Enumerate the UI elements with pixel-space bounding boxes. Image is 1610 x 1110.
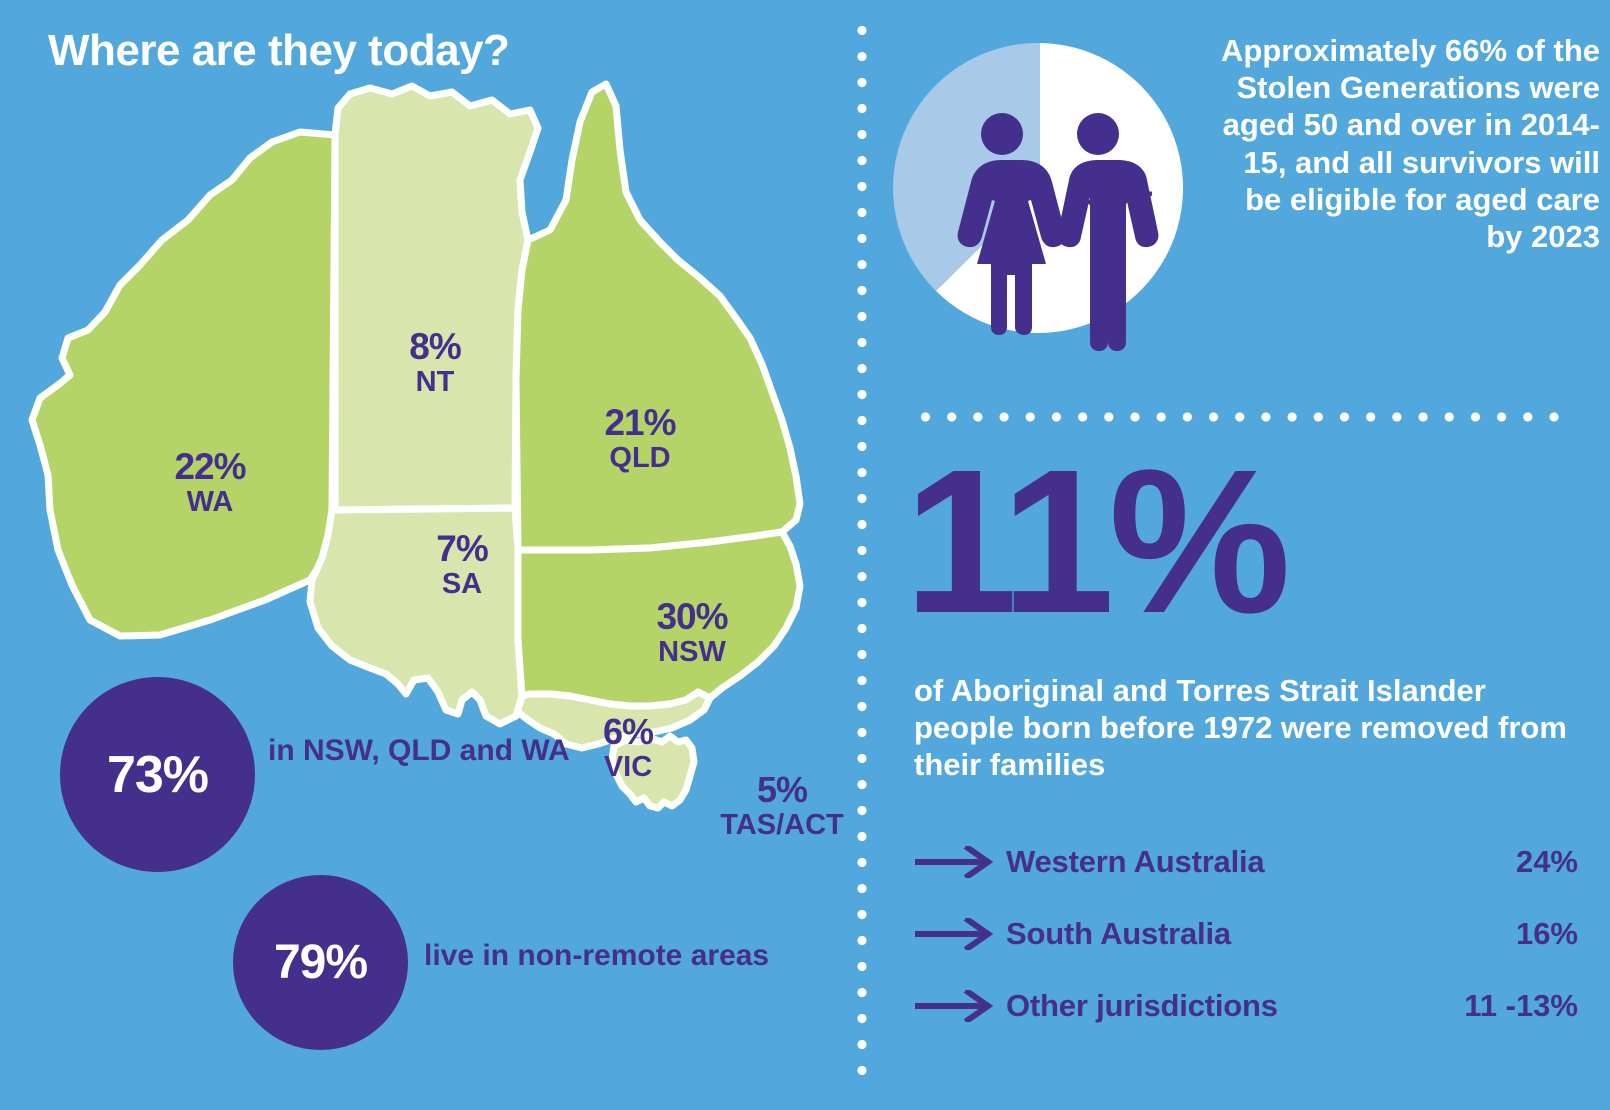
australia-map-svg [28, 80, 804, 812]
vertical-dotted-divider [855, 24, 869, 1092]
pie-slice-under-50[interactable] [893, 42, 1040, 292]
right-panel: 50+ Approximately 66% of the Stolen Gene… [870, 0, 1610, 1110]
jurisdiction-value: 11 -13% [1464, 988, 1578, 1023]
aged-care-statement: Approximately 66% of the Stolen Generati… [1221, 33, 1600, 254]
map-region-nsw[interactable] [514, 528, 804, 710]
map-region-sa[interactable] [306, 504, 526, 728]
age-pie-chart-svg [893, 42, 1184, 351]
arrow-right-icon [915, 918, 994, 950]
arrow-right-icon [915, 846, 994, 878]
map-region-tas[interactable] [608, 732, 698, 812]
map-region-wa[interactable] [28, 128, 339, 640]
stat-circle-73: 73% [60, 677, 255, 872]
left-panel: Where are they today? [28, 26, 844, 1050]
map-region-qld[interactable] [512, 80, 804, 554]
stat-circle-79-caption: live in non-remote areas [424, 939, 770, 972]
jurisdiction-row-western-australia[interactable]: Western Australia 24% [914, 826, 1578, 898]
stat-circle-73-caption: in NSW, QLD and WA [268, 734, 570, 767]
arrow-right-icon [915, 990, 994, 1022]
jurisdiction-name: South Australia [1006, 916, 1231, 951]
jurisdiction-row-south-australia[interactable]: South Australia 16% [914, 898, 1578, 970]
page-title: Where are they today? [48, 26, 510, 75]
map-region-vic[interactable] [512, 688, 714, 752]
horizontal-dotted-divider [918, 410, 1566, 424]
map-region-nt[interactable] [331, 82, 542, 514]
stat-circle-79: 79% [233, 875, 408, 1050]
jurisdiction-list: Western Australia 24% South Australia 16… [914, 826, 1578, 1042]
pie-age-label: 50+ [1086, 170, 1154, 216]
big-stat-percentage: 11% [904, 427, 1291, 656]
big-stat-caption: of Aboriginal and Torres Strait Islander… [914, 673, 1567, 783]
jurisdiction-name: Western Australia [1006, 844, 1265, 879]
age-pie-chart: 50+ [890, 28, 1190, 378]
jurisdiction-value: 16% [1515, 916, 1578, 951]
male-figure-icon [1057, 113, 1159, 351]
jurisdiction-value: 24% [1515, 844, 1578, 879]
jurisdiction-name: Other jurisdictions [1006, 988, 1278, 1023]
female-figure-icon [957, 113, 1066, 335]
jurisdiction-row-other-jurisdictions[interactable]: Other jurisdictions 11 -13% [914, 970, 1578, 1042]
